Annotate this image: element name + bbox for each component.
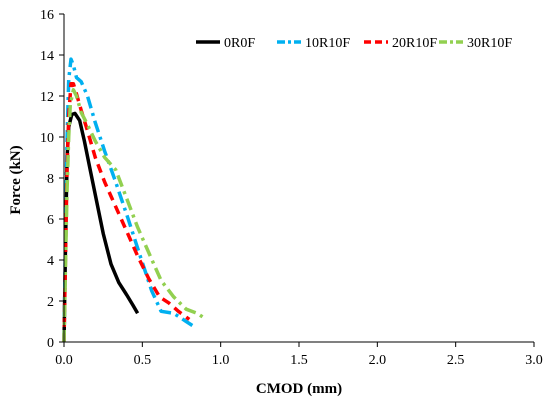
y-tick-label: 0 xyxy=(47,336,54,351)
y-tick-label: 8 xyxy=(47,172,54,187)
x-tick-label: 0.5 xyxy=(134,353,152,368)
legend-label-0R0F: 0R0F xyxy=(224,36,255,51)
y-tick-label: 4 xyxy=(47,254,54,269)
y-tick-label: 10 xyxy=(40,131,54,146)
y-axis-title: Force (kN) xyxy=(8,145,24,214)
series-line-30R10F xyxy=(62,88,205,343)
legend-label-10R10F: 10R10F xyxy=(305,36,350,51)
x-tick-label: 1.0 xyxy=(212,353,230,368)
axes: CMOD (mm) Force (kN) 0.0 0.5 1.0 1.5 2.0 2.5 3… xyxy=(8,8,543,397)
y-tick-label: 12 xyxy=(40,90,54,105)
plot-area xyxy=(62,57,205,343)
y-tick-label: 16 xyxy=(40,8,54,23)
x-tick-label: 2.0 xyxy=(369,353,387,368)
legend-label-20R10F: 20R10F xyxy=(392,36,437,51)
series-line-20R10F xyxy=(62,81,191,343)
x-tick-label: 0.0 xyxy=(55,353,73,368)
series-line-10R10F xyxy=(62,57,197,343)
x-tick-label: 2.5 xyxy=(447,353,465,368)
x-axis-title: CMOD (mm) xyxy=(256,381,342,397)
x-tick-label: 3.0 xyxy=(525,353,543,368)
legend-label-30R10F: 30R10F xyxy=(467,36,512,51)
y-tick-label: 6 xyxy=(47,213,54,228)
legend: 0R0F 10R10F 20R10F 30R10F xyxy=(196,36,512,51)
y-tick-label: 14 xyxy=(40,49,54,64)
y-tick-label: 2 xyxy=(47,295,54,310)
x-tick-label: 1.5 xyxy=(290,353,308,368)
